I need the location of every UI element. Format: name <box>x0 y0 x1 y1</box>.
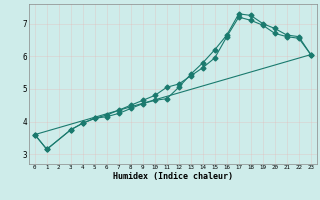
X-axis label: Humidex (Indice chaleur): Humidex (Indice chaleur) <box>113 172 233 181</box>
